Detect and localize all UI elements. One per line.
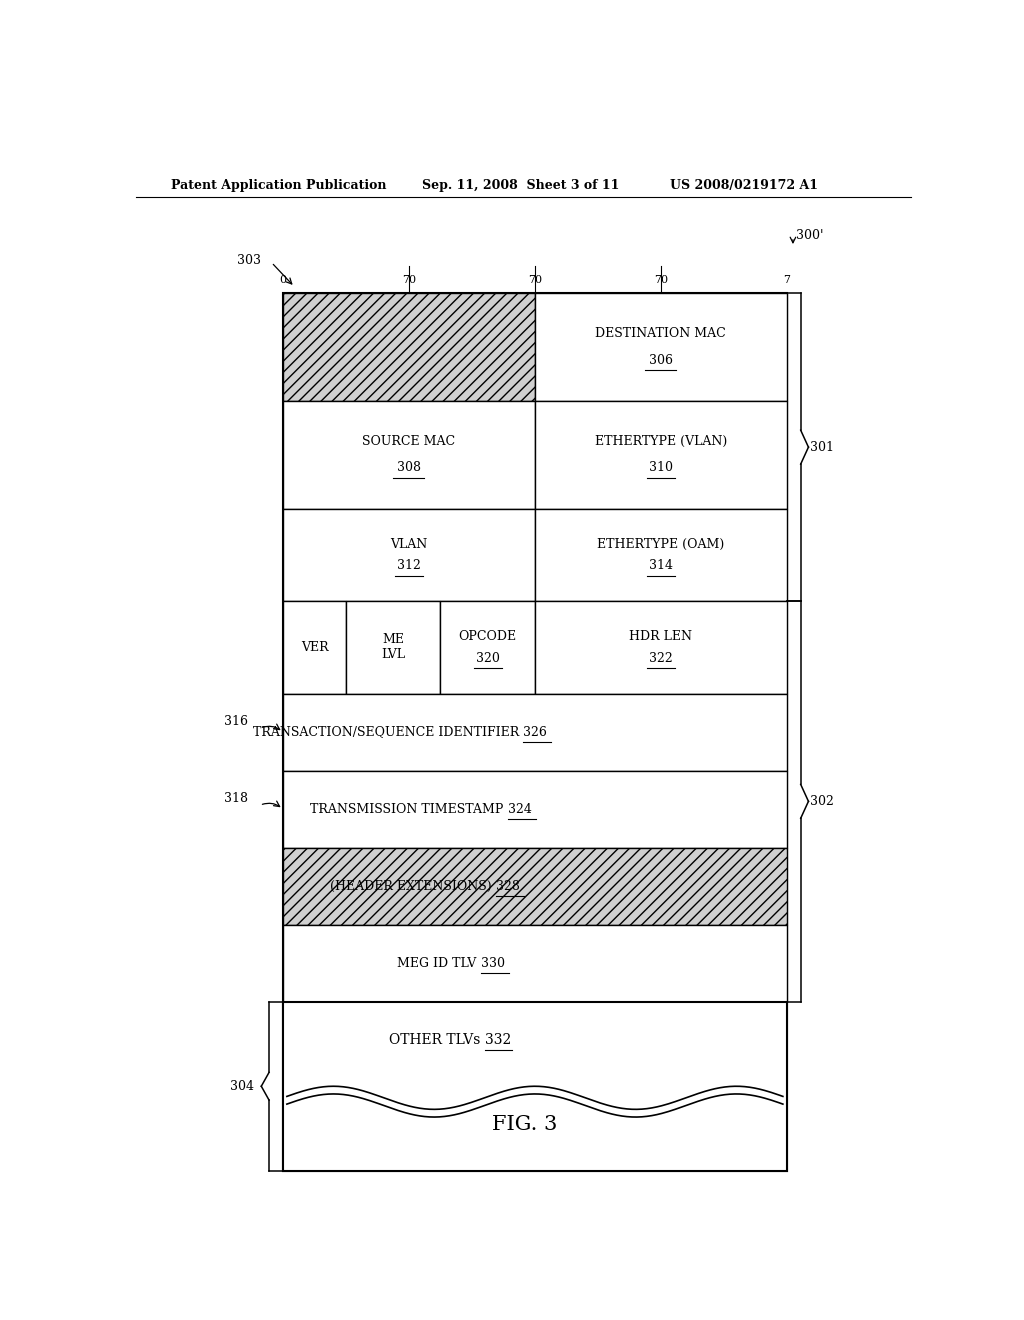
Bar bbox=[440, 601, 535, 693]
Text: 301: 301 bbox=[810, 441, 835, 454]
Text: 7: 7 bbox=[783, 275, 791, 285]
Text: FIG. 3: FIG. 3 bbox=[493, 1115, 557, 1134]
Bar bbox=[283, 924, 786, 1002]
Text: 0: 0 bbox=[535, 275, 542, 285]
Text: 7: 7 bbox=[654, 275, 662, 285]
Bar bbox=[283, 293, 786, 1171]
Text: TRANSMISSION TIMESTAMP: TRANSMISSION TIMESTAMP bbox=[310, 803, 508, 816]
Text: 300': 300' bbox=[796, 228, 823, 242]
Text: SOURCE MAC: SOURCE MAC bbox=[362, 436, 456, 449]
Text: US 2008/0219172 A1: US 2008/0219172 A1 bbox=[671, 178, 818, 191]
Text: 324: 324 bbox=[508, 803, 531, 816]
Text: 326: 326 bbox=[523, 726, 547, 739]
Text: ME
LVL: ME LVL bbox=[381, 634, 406, 661]
Bar bbox=[535, 508, 786, 601]
Bar bbox=[535, 293, 786, 401]
Text: Patent Application Publication: Patent Application Publication bbox=[171, 178, 386, 191]
Text: 328: 328 bbox=[496, 879, 520, 892]
Text: 314: 314 bbox=[649, 560, 673, 573]
Bar bbox=[283, 508, 535, 601]
Text: Sep. 11, 2008  Sheet 3 of 11: Sep. 11, 2008 Sheet 3 of 11 bbox=[423, 178, 620, 191]
Bar bbox=[283, 847, 786, 924]
Text: 320: 320 bbox=[476, 652, 500, 665]
Text: ETHERTYPE (VLAN): ETHERTYPE (VLAN) bbox=[595, 436, 727, 449]
Text: 7: 7 bbox=[402, 275, 410, 285]
Text: VER: VER bbox=[301, 640, 329, 653]
Text: 316: 316 bbox=[224, 715, 248, 729]
Text: 306: 306 bbox=[649, 354, 673, 367]
Bar bbox=[535, 401, 786, 508]
Text: 330: 330 bbox=[480, 957, 505, 970]
Bar bbox=[283, 601, 346, 693]
Text: 302: 302 bbox=[810, 795, 835, 808]
Text: TRANSACTION/SEQUENCE IDENTIFIER: TRANSACTION/SEQUENCE IDENTIFIER bbox=[253, 726, 523, 739]
Text: DESTINATION MAC: DESTINATION MAC bbox=[595, 327, 726, 341]
Text: MEG ID TLV: MEG ID TLV bbox=[397, 957, 480, 970]
Bar bbox=[283, 401, 535, 508]
Text: 332: 332 bbox=[484, 1034, 511, 1047]
Text: 308: 308 bbox=[397, 462, 421, 474]
Text: 310: 310 bbox=[649, 462, 673, 474]
Text: HDR LEN: HDR LEN bbox=[630, 630, 692, 643]
Text: (HEADER EXTENSIONS): (HEADER EXTENSIONS) bbox=[331, 879, 496, 892]
Text: 0: 0 bbox=[280, 275, 287, 285]
Text: VLAN: VLAN bbox=[390, 537, 428, 550]
Text: 312: 312 bbox=[397, 560, 421, 573]
Text: OTHER TLVs: OTHER TLVs bbox=[389, 1034, 484, 1047]
Bar bbox=[283, 693, 786, 771]
Text: 0: 0 bbox=[660, 275, 668, 285]
Bar bbox=[283, 1002, 786, 1171]
Text: 318: 318 bbox=[224, 792, 248, 805]
Text: ETHERTYPE (OAM): ETHERTYPE (OAM) bbox=[597, 537, 724, 550]
Text: 7: 7 bbox=[528, 275, 536, 285]
Text: 303: 303 bbox=[238, 253, 261, 267]
Text: 304: 304 bbox=[230, 1080, 254, 1093]
Text: 0: 0 bbox=[409, 275, 416, 285]
Bar bbox=[535, 601, 786, 693]
Text: OPCODE: OPCODE bbox=[459, 630, 517, 643]
Bar bbox=[283, 771, 786, 847]
Text: 322: 322 bbox=[649, 652, 673, 665]
Bar bbox=[346, 601, 440, 693]
Bar bbox=[283, 293, 535, 401]
